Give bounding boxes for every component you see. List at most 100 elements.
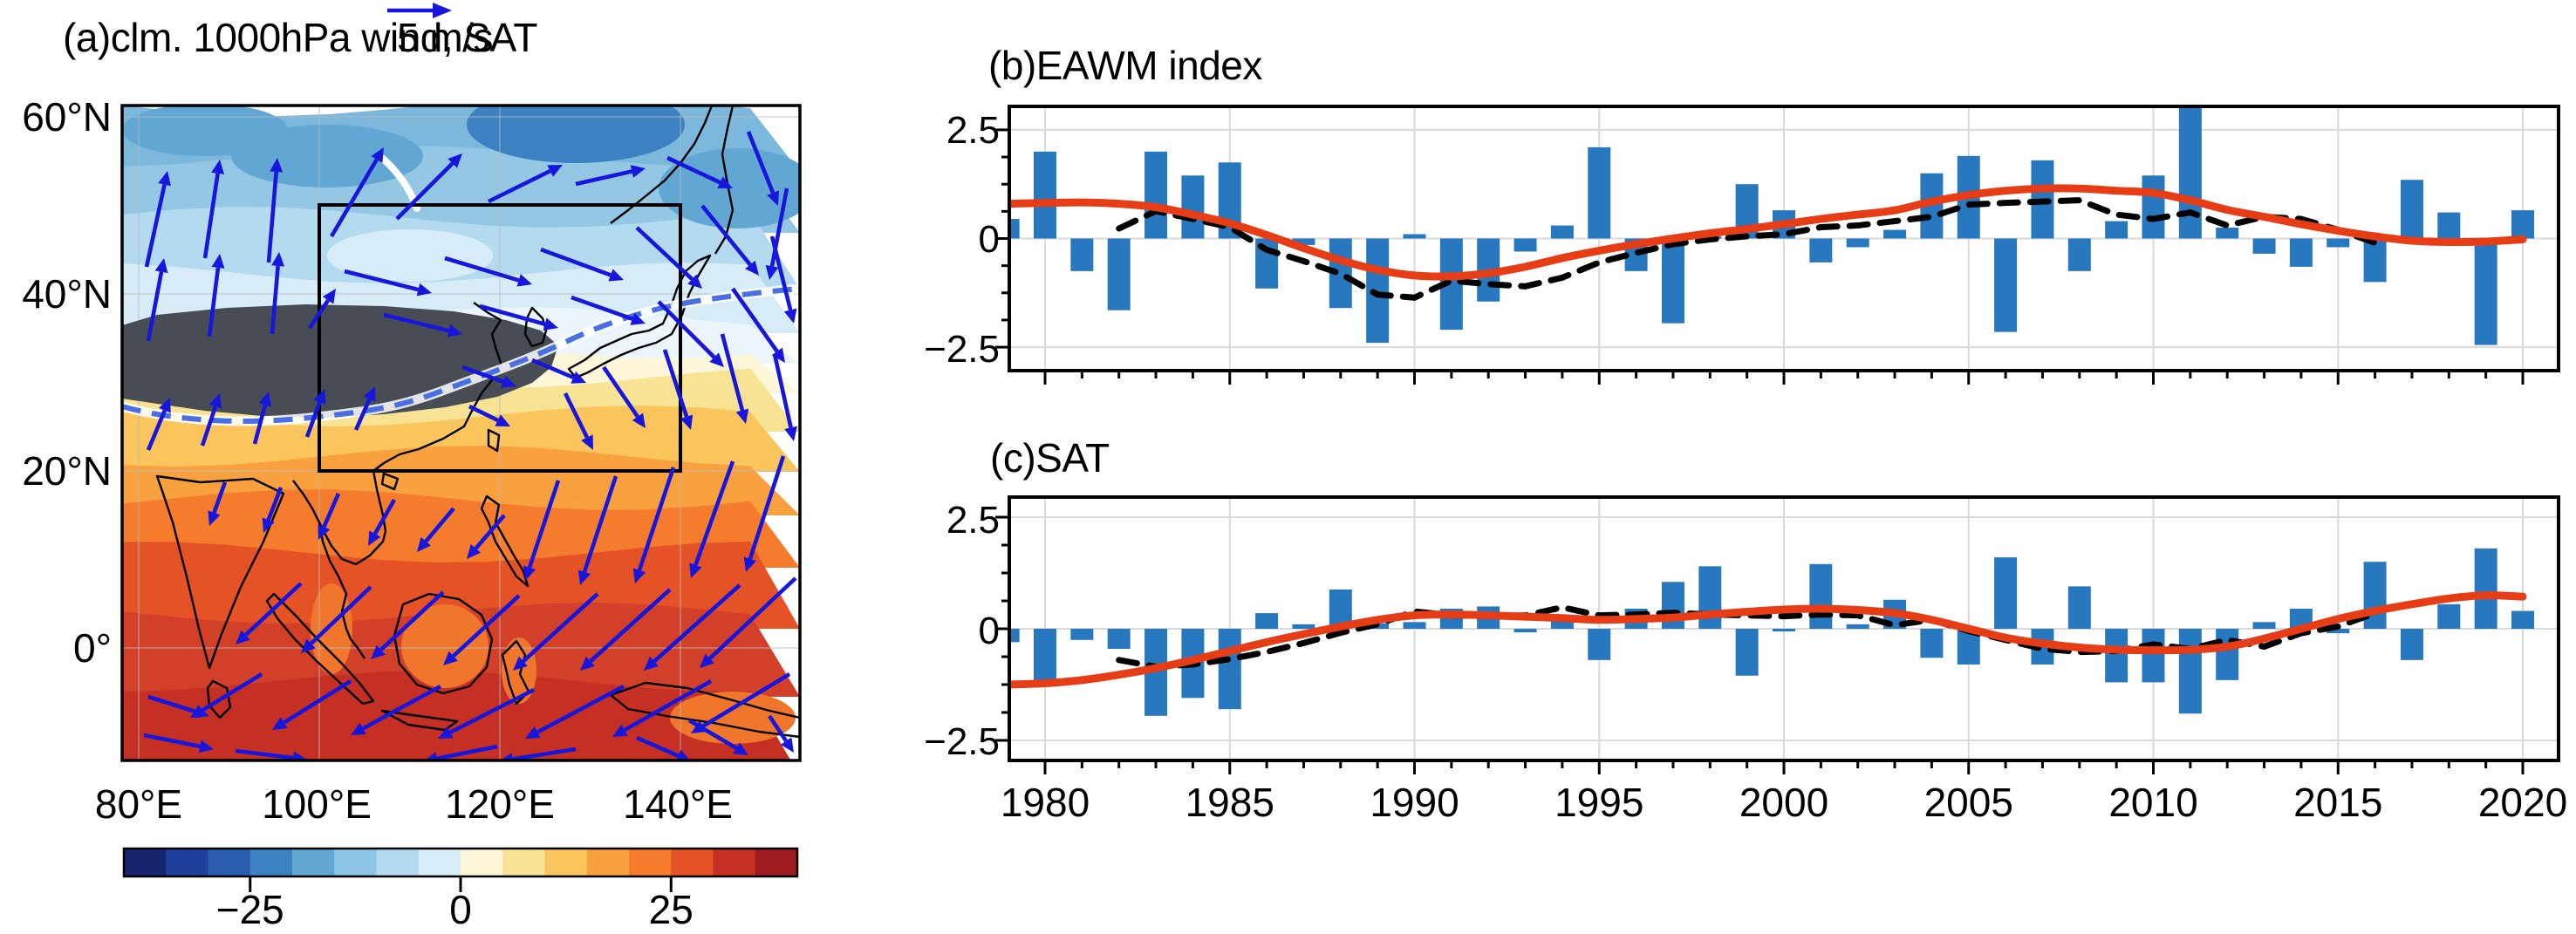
wind-arrow (644, 656, 659, 671)
SAT-bar-1998 (1698, 566, 1722, 629)
colorbar-segment (586, 849, 630, 876)
colorbar-tick-label: −25 (215, 887, 284, 932)
sat-contour-patch (311, 583, 352, 674)
SAT-bar-2015 (2327, 629, 2350, 634)
sat-contour-band (122, 489, 800, 568)
EAWM_index-bar-2011 (2178, 106, 2202, 239)
wind-arrow (211, 160, 225, 174)
sat-chart (995, 495, 2560, 774)
EAWM_index-bar-2003 (1883, 229, 1907, 239)
map-panel (120, 104, 802, 762)
wind-arrow (581, 434, 593, 450)
wind-arrow (424, 752, 438, 760)
sat-contour-patch (327, 229, 493, 282)
EAWM_index-bar-1979 (1009, 219, 1020, 239)
SAT-bar-1985 (1218, 629, 1241, 710)
EAWM_index-smoothed-curve (1009, 184, 2527, 281)
sat-contour-patch (467, 106, 685, 163)
SAT-bar-2001 (1809, 563, 1833, 629)
wind-arrow (351, 722, 366, 735)
SAT-bar-2009 (2105, 629, 2128, 683)
year-tick-label: 2005 (1923, 780, 2013, 825)
sat-y-tick-label: −2.5 (924, 720, 1000, 763)
wind-arrow (783, 308, 797, 324)
wind-arrow (632, 568, 646, 583)
EAWM_index-bar-1980 (1034, 151, 1056, 239)
SAT-bar-1986 (1255, 613, 1279, 629)
eawm-analysis-box (318, 203, 682, 473)
coastline (155, 474, 285, 670)
wind-arrow (743, 556, 757, 572)
wind-arrow (158, 398, 171, 413)
EAWM_index-bar-1982 (1107, 238, 1131, 310)
wind-arrow (525, 726, 541, 739)
wind-arrow (577, 569, 591, 585)
wind-arrow (523, 565, 536, 581)
SAT-bar-1987 (1292, 624, 1315, 629)
SAT-bar-1982 (1107, 629, 1131, 650)
wind-arrow (516, 274, 532, 287)
wind-arrow (208, 510, 221, 526)
SAT-bar-2004 (1920, 629, 1944, 658)
wind-arrow (765, 264, 779, 280)
wind-arrow (448, 153, 462, 168)
coastline (380, 709, 459, 732)
coastline (609, 681, 800, 739)
wind-arrow (675, 749, 691, 760)
eawm-y-tick-label: −2.5 (924, 328, 1000, 371)
colorbar-segment (629, 849, 672, 876)
wind-arrow (767, 190, 780, 206)
panel-a-title: (a)clm. 1000hPa wind, SAT (63, 15, 538, 60)
year-tick-label: 2000 (1739, 780, 1829, 825)
wind-arrow (368, 530, 381, 546)
SAT-bar-1993 (1513, 629, 1537, 633)
wind-arrow (262, 517, 275, 533)
SAT-bar-2019 (2474, 548, 2497, 629)
SAT-bar-2012 (2216, 629, 2239, 680)
year-tick-label: 2020 (2477, 780, 2568, 825)
lon-tick-label: 140°E (623, 781, 733, 827)
coastline (206, 679, 232, 719)
wind-arrow (322, 289, 336, 304)
colorbar-segment (249, 849, 293, 876)
wind-arrow (443, 651, 458, 665)
wind-arrow (687, 274, 702, 289)
lon-tick-label: 100°E (262, 781, 372, 827)
wind-arrow (630, 165, 646, 178)
wind-arrow (416, 283, 432, 297)
colorbar-segment (334, 849, 377, 876)
colorbar-segment (544, 849, 588, 876)
SAT-bar-1999 (1735, 629, 1759, 676)
sat-y-tick-label: 2.5 (946, 499, 1000, 542)
wind-arrow (571, 371, 586, 384)
EAWM_index-bar-1981 (1070, 238, 1094, 271)
colorbar-segment (292, 849, 335, 876)
wind-arrow (612, 724, 628, 737)
EAWM_index-bar-1987 (1292, 238, 1315, 245)
SAT-bar-2018 (2437, 603, 2461, 629)
wind-arrow (447, 324, 462, 337)
SAT-bar-2008 (2067, 586, 2091, 629)
panel-c-title: (c)SAT (990, 435, 1110, 481)
SAT-bar-1979 (1009, 629, 1020, 643)
eawm-y-tick-label: 0 (978, 218, 1000, 261)
wind-arrow (318, 524, 331, 540)
EAWM_index-bar-1993 (1513, 238, 1537, 252)
SAT-bar-1995 (1588, 629, 1611, 660)
wind-arrow (501, 375, 516, 388)
EAWM_index-bar-1989 (1366, 238, 1390, 344)
coastline (380, 472, 400, 491)
year-tick-label: 2010 (2108, 780, 2198, 825)
EAWM_index-bar-2002 (1846, 238, 1869, 248)
SAT-running-mean-curve (1116, 603, 2379, 671)
coastline (610, 106, 714, 224)
EAWM_index-bar-2019 (2474, 238, 2497, 345)
EAWM_index-bar-2009 (2105, 221, 2128, 239)
wind-reference-arrow-icon (387, 3, 452, 18)
EAWM_index-bar-2020 (2511, 210, 2534, 239)
wind-arrow (258, 392, 272, 407)
coastline (567, 254, 712, 379)
SAT-bar-2000 (1773, 629, 1795, 632)
coastline (480, 494, 530, 588)
coastline (393, 592, 494, 695)
